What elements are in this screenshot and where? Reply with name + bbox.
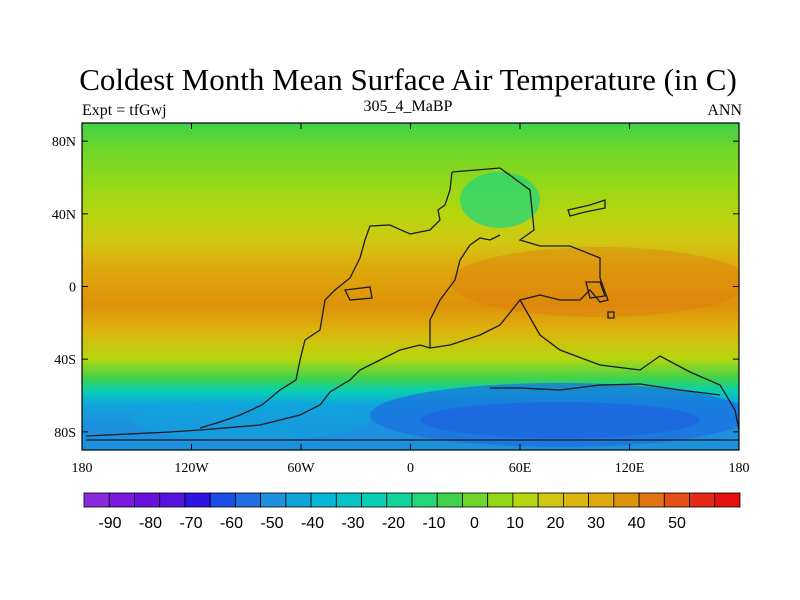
colorbar-label: 50 xyxy=(668,515,686,532)
colorbar-swatch xyxy=(562,492,590,508)
colorbar-swatch xyxy=(462,492,489,508)
continent-coastline xyxy=(85,167,739,441)
colorbar-label: 40 xyxy=(628,515,646,532)
x-tick-label: 180 xyxy=(72,461,93,476)
colorbar-label: 0 xyxy=(470,515,479,532)
colorbar-label: -40 xyxy=(301,515,324,532)
colorbar-swatch xyxy=(588,492,615,508)
x-tick-label: 60E xyxy=(509,461,532,476)
colorbar-swatch xyxy=(285,492,312,508)
colorbar-swatch xyxy=(310,492,337,508)
x-tick-label: 180 xyxy=(729,461,750,476)
colorbar-swatch xyxy=(83,492,110,508)
colorbar-label: 30 xyxy=(587,515,605,532)
colorbar-label: -20 xyxy=(382,515,405,532)
colorbar-swatch xyxy=(487,492,514,508)
y-tick-label: 80S xyxy=(54,426,76,441)
x-axis: 180 120W 60W 0 60E 120E 180 xyxy=(72,123,750,476)
colorbar-swatch xyxy=(108,492,135,508)
colorbar-swatch xyxy=(386,492,413,508)
season-label: ANN xyxy=(707,102,742,119)
southern-coldest-region xyxy=(420,402,700,438)
x-tick-label: 120W xyxy=(174,461,209,476)
y-axis: 80N 40N 0 40S 80S xyxy=(52,135,739,441)
colorbar-label: -30 xyxy=(341,515,364,532)
colorbar-swatch xyxy=(638,492,665,508)
colorbar-swatch xyxy=(714,492,741,508)
time-label: 305_4_MaBP xyxy=(363,98,453,115)
colorbar-swatch xyxy=(689,492,716,508)
colorbar-label: -10 xyxy=(422,515,445,532)
chart-title: Coldest Month Mean Surface Air Temperatu… xyxy=(79,62,737,97)
y-tick-label: 80N xyxy=(52,135,76,150)
colorbar-swatch xyxy=(209,492,236,508)
x-tick-label: 0 xyxy=(407,461,414,476)
colorbar-label: -70 xyxy=(179,515,202,532)
colorbar-swatch xyxy=(361,492,388,508)
colorbar-swatch xyxy=(184,492,211,508)
colorbar: -90 -80 -70 -60 -50 -40 -30 -20 -10 0 10 20 30 40 50 xyxy=(83,492,741,532)
colorbar-swatch xyxy=(134,492,161,508)
colorbar-swatch xyxy=(537,492,564,508)
colorbar-swatch xyxy=(411,492,438,508)
x-tick-label: 120E xyxy=(615,461,645,476)
colorbar-label: -50 xyxy=(260,515,283,532)
colorbar-label: -80 xyxy=(139,515,162,532)
colorbar-swatch xyxy=(436,492,463,508)
colorbar-swatch xyxy=(613,492,640,508)
colorbar-swatch xyxy=(335,492,362,508)
map-field xyxy=(82,123,739,450)
y-tick-label: 40N xyxy=(52,208,76,223)
southern-cool-region xyxy=(130,400,370,440)
colorbar-label: -90 xyxy=(98,515,121,532)
colorbar-swatch xyxy=(234,492,262,508)
colorbar-label: 10 xyxy=(506,515,524,532)
northern-cool-patch xyxy=(460,172,540,228)
colorbar-swatch xyxy=(512,492,539,508)
y-tick-label: 0 xyxy=(69,281,76,296)
colorbar-swatch xyxy=(663,492,690,508)
x-tick-label: 60W xyxy=(287,461,315,476)
colorbar-swatch xyxy=(159,492,186,508)
experiment-label: Expt = tfGwj xyxy=(82,102,167,119)
colorbar-label: 20 xyxy=(547,515,565,532)
y-tick-label: 40S xyxy=(54,353,76,368)
colorbar-swatch xyxy=(260,492,287,508)
colorbar-label: -60 xyxy=(220,515,243,532)
